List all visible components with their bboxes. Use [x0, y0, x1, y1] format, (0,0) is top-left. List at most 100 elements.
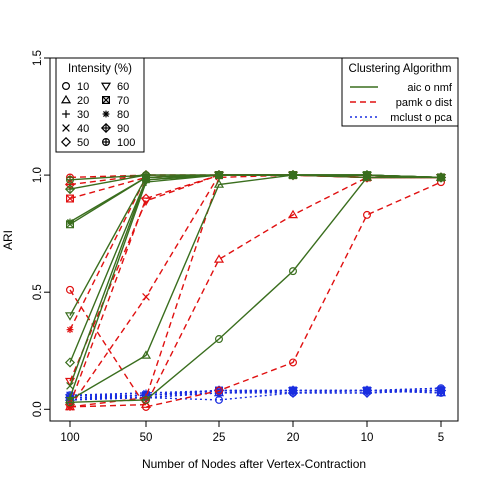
- data-point: [64, 184, 76, 195]
- series-layer: [64, 169, 447, 411]
- x-tick-label: 50: [140, 432, 153, 444]
- data-point: [363, 386, 372, 395]
- intensity-legend-symbol: [61, 81, 70, 90]
- intensity-legend-label: 60: [117, 81, 129, 93]
- x-axis: 100 50 25 20 10 5: [60, 421, 444, 444]
- x-tick-label: 25: [213, 432, 226, 444]
- data-point: [142, 293, 150, 301]
- data-point: [64, 312, 76, 321]
- y-axis: 0.0 0.5 1.0 1.5: [32, 50, 50, 417]
- series-line: [69, 174, 442, 181]
- series-pamk-o-dist-30: [66, 171, 445, 411]
- series-pamk-o-dist-80: [66, 171, 445, 334]
- series-pamk-o-dist-10: [65, 178, 446, 411]
- series-mclust-o-pca-60: [64, 387, 447, 403]
- intensity-legend-label: 70: [117, 95, 129, 107]
- algorithm-legend-label: pamk o dist: [396, 97, 452, 109]
- data-point: [142, 395, 151, 404]
- intensity-legend-label: 80: [117, 109, 129, 121]
- data-point: [437, 173, 446, 182]
- series-line: [69, 176, 441, 408]
- data-point: [363, 171, 372, 180]
- data-point: [140, 193, 152, 204]
- series-line: [69, 174, 442, 363]
- series-pamk-o-dist-60: [64, 171, 447, 387]
- y-axis-label: ARI: [1, 230, 15, 250]
- x-tick-label: 100: [60, 432, 79, 444]
- intensity-legend-symbol: [100, 122, 112, 134]
- series-line: [69, 174, 442, 316]
- intensity-legend-symbol: [101, 138, 110, 147]
- intensity-legend-label: 40: [77, 123, 89, 135]
- intensity-legend-label: 20: [77, 95, 89, 107]
- series-aic-o-nmf-10: [65, 173, 446, 407]
- data-point: [65, 175, 74, 184]
- series-line: [69, 174, 441, 401]
- data-point: [65, 285, 74, 294]
- data-point: [66, 218, 74, 226]
- series-line: [69, 181, 442, 408]
- data-point: [140, 350, 152, 359]
- data-point: [363, 210, 372, 219]
- series-line: [69, 389, 442, 401]
- data-point: [289, 267, 298, 276]
- data-point: [140, 197, 152, 207]
- data-point: [215, 386, 224, 395]
- algorithm-legend: Clustering Algorithm aic o nmf pamk o dis…: [341, 57, 459, 127]
- intensity-legend-symbol: [102, 110, 110, 118]
- data-point: [289, 358, 298, 367]
- series-aic-o-nmf-50: [64, 170, 447, 368]
- data-point: [215, 171, 224, 180]
- intensity-legend-symbol: [60, 136, 72, 148]
- intensity-legend-box: [55, 57, 145, 153]
- data-point: [66, 382, 74, 390]
- series-mclust-o-pca-90: [64, 385, 447, 403]
- intensity-legend-symbol: [62, 124, 70, 132]
- series-pamk-o-dist-40: [66, 171, 445, 411]
- intensity-legend-label: 90: [117, 123, 129, 135]
- intensity-legend-symbol: [101, 95, 110, 104]
- series-line: [70, 389, 441, 399]
- y-tick-label: 1.0: [32, 167, 44, 183]
- intensity-legend-label: 30: [77, 109, 89, 121]
- intensity-legend: Intensity (%) 10 20 30 40 50 60 70 80 90 100: [55, 57, 145, 153]
- algorithm-legend-title: Clustering Algorithm: [349, 63, 452, 75]
- intensity-legend-symbol: [100, 82, 112, 92]
- intensity-legend-symbol: [60, 94, 72, 104]
- series-line: [69, 176, 441, 403]
- data-point: [142, 171, 151, 180]
- plot-frame: [49, 57, 459, 422]
- data-point: [287, 209, 299, 219]
- algorithm-legend-label: aic o nmf: [407, 82, 453, 94]
- series-line: [69, 174, 441, 382]
- series-line: [70, 387, 442, 396]
- series-aic-o-nmf-100: [65, 171, 446, 184]
- series-pamk-o-dist-20: [64, 172, 447, 411]
- data-point: [215, 335, 224, 344]
- intensity-legend-items: 10 20 30 40 50 60 70 80 90 100: [60, 81, 135, 149]
- series-aic-o-nmf-90: [64, 170, 447, 195]
- data-point: [213, 179, 225, 188]
- data-point: [213, 254, 225, 263]
- intensity-legend-label: 50: [77, 137, 89, 149]
- y-tick-label: 1.5: [32, 50, 44, 66]
- data-point: [66, 326, 74, 334]
- algorithm-legend-label: mclust o pca: [390, 112, 453, 124]
- series-line: [69, 174, 441, 186]
- series-line: [69, 174, 441, 408]
- algorithm-legend-items: aic o nmf pamk o dist mclust o pca: [350, 82, 453, 124]
- data-point: [64, 394, 76, 404]
- data-point: [289, 386, 298, 395]
- intensity-legend-symbol: [62, 110, 70, 118]
- x-tick-label: 5: [438, 432, 444, 444]
- series-line: [69, 174, 441, 405]
- algorithm-legend-box: [341, 57, 459, 127]
- data-point: [65, 194, 74, 203]
- intensity-legend-label: 10: [77, 81, 89, 93]
- series-line: [69, 174, 441, 408]
- intensity-legend-title: Intensity (%): [68, 63, 132, 75]
- series-line: [69, 174, 442, 398]
- series-mclust-o-pca-50: [64, 385, 447, 403]
- y-tick-label: 0.5: [32, 284, 44, 300]
